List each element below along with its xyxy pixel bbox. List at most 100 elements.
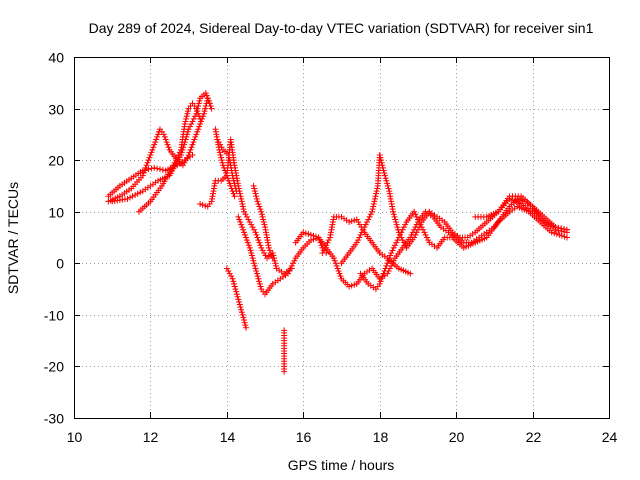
data-point-marker <box>399 237 406 244</box>
data-point-marker <box>242 231 249 238</box>
data-point-marker <box>255 275 262 282</box>
data-point-marker <box>190 139 197 146</box>
data-point-marker <box>390 211 397 218</box>
x-tick-label: 22 <box>526 429 542 445</box>
data-point-marker <box>132 191 139 198</box>
data-point-marker <box>251 185 258 192</box>
data-point-marker <box>372 193 379 200</box>
data-marks <box>105 90 570 375</box>
data-point-marker <box>392 219 399 226</box>
data-point-marker <box>400 224 407 231</box>
data-point-marker <box>402 221 409 228</box>
x-tick-label: 14 <box>220 429 236 445</box>
data-point-marker <box>381 268 388 275</box>
data-point-marker <box>194 128 201 135</box>
data-point-marker <box>148 165 155 172</box>
data-point-marker <box>548 229 555 236</box>
data-point-marker <box>195 126 202 133</box>
data-point-marker <box>215 139 222 146</box>
data-point-marker <box>250 182 257 189</box>
y-tick-label: 10 <box>48 205 64 221</box>
data-point-marker <box>398 229 405 236</box>
data-point-marker <box>379 162 386 169</box>
data-point-marker <box>237 304 244 311</box>
data-point-marker <box>165 144 172 151</box>
data-point-marker <box>257 283 264 290</box>
data-point-marker <box>265 244 272 251</box>
data-point-marker <box>412 211 419 218</box>
data-point-marker <box>320 247 327 254</box>
data-point-marker <box>245 216 252 223</box>
data-point-marker <box>376 151 383 158</box>
data-point-marker <box>244 239 251 246</box>
data-point-marker <box>256 203 263 210</box>
data-point-marker <box>407 270 414 277</box>
data-point-marker <box>252 265 259 272</box>
y-tick-label: -20 <box>44 359 64 375</box>
data-point-marker <box>127 194 134 201</box>
data-point-marker <box>258 211 265 218</box>
data-point-marker <box>395 234 402 241</box>
series-track-13 <box>319 213 414 277</box>
data-point-marker <box>229 275 236 282</box>
data-point-marker <box>241 317 248 324</box>
data-point-marker <box>145 157 152 164</box>
data-point-marker <box>346 219 353 226</box>
data-point-marker <box>198 118 205 125</box>
data-point-marker <box>235 185 242 192</box>
data-point-marker <box>156 166 163 173</box>
data-point-marker <box>561 233 568 240</box>
data-point-marker <box>286 268 293 275</box>
data-point-marker <box>377 157 384 164</box>
data-point-marker <box>394 237 401 244</box>
data-point-marker <box>124 195 131 202</box>
data-point-marker <box>139 167 146 174</box>
y-axis-label: SDTVAR / TECUs <box>5 182 21 294</box>
data-point-marker <box>248 221 255 228</box>
data-point-marker <box>207 102 214 109</box>
data-point-marker <box>253 193 260 200</box>
data-point-marker <box>378 159 385 166</box>
data-point-marker <box>365 216 372 223</box>
data-point-marker <box>162 136 169 143</box>
data-point-marker <box>241 229 248 236</box>
data-point-marker <box>288 262 295 269</box>
data-point-marker <box>291 257 298 264</box>
data-point-marker <box>171 159 178 166</box>
data-point-marker <box>144 159 151 166</box>
data-point-marker <box>208 105 215 112</box>
data-point-marker <box>267 249 274 256</box>
data-point-marker <box>187 146 194 153</box>
data-point-marker <box>246 219 253 226</box>
data-point-marker <box>413 213 420 220</box>
data-point-marker <box>206 100 213 107</box>
data-point-marker <box>186 123 193 130</box>
data-point-marker <box>313 233 320 240</box>
x-tick-label: 16 <box>296 429 312 445</box>
data-point-marker <box>155 131 162 138</box>
data-point-marker <box>254 198 261 205</box>
data-point-marker <box>239 224 246 231</box>
data-point-marker <box>332 260 339 267</box>
x-tick-label: 20 <box>449 429 465 445</box>
data-point-marker <box>351 217 358 224</box>
data-point-marker <box>555 224 562 231</box>
data-point-marker <box>552 224 559 231</box>
data-point-marker <box>240 314 247 321</box>
data-point-marker <box>240 226 247 233</box>
data-point-marker <box>238 306 245 313</box>
data-point-marker <box>336 270 343 277</box>
data-point-marker <box>181 121 188 128</box>
data-point-marker <box>239 311 246 318</box>
data-point-marker <box>254 234 261 241</box>
data-point-marker <box>259 247 266 254</box>
data-point-marker <box>417 221 424 228</box>
x-tick-labels: 10 12 14 16 18 20 22 24 <box>67 429 618 445</box>
data-point-marker <box>217 151 224 158</box>
data-point-marker <box>386 255 393 262</box>
data-point-marker <box>377 154 384 161</box>
data-point-marker <box>256 280 263 287</box>
data-point-marker <box>190 115 197 122</box>
data-point-marker <box>260 219 267 226</box>
data-point-marker <box>380 270 387 277</box>
